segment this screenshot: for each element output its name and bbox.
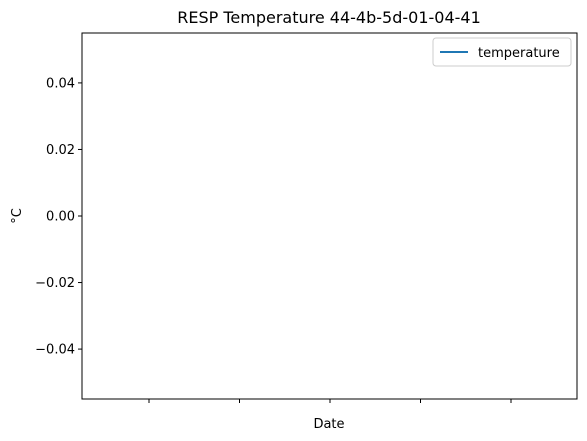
- y-tick-label: −0.04: [35, 343, 75, 358]
- y-tick-label: 0.00: [46, 210, 75, 225]
- plot-area: [81, 32, 578, 400]
- x-axis: [148, 399, 512, 403]
- x-axis-label: Date: [313, 417, 344, 432]
- y-tick-label: 0.02: [46, 143, 75, 158]
- y-axis-label: °C: [10, 208, 25, 224]
- legend: temperature: [432, 37, 572, 67]
- y-tick-label: −0.02: [35, 276, 75, 291]
- y-axis: 0.04 0.02 0.00 −0.02 −0.04: [35, 76, 82, 358]
- legend-box: [432, 37, 572, 67]
- legend-label-temperature: temperature: [478, 46, 560, 61]
- y-tick-label: 0.04: [46, 76, 75, 91]
- chart-title: RESP Temperature 44-4b-5d-01-04-41: [177, 8, 481, 27]
